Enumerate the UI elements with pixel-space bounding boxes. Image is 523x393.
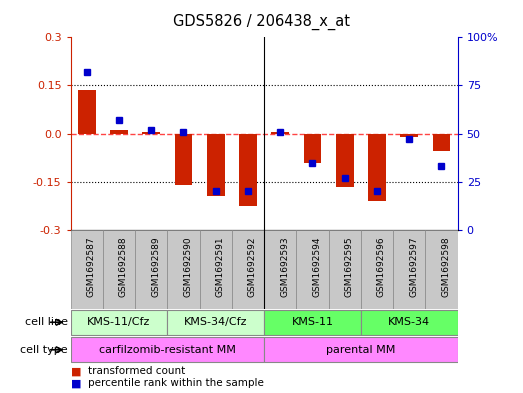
Bar [200, 230, 232, 309]
Text: cell type: cell type [20, 345, 68, 355]
Text: GSM1692593: GSM1692593 [280, 236, 289, 297]
Bar [433, 134, 450, 151]
Bar [71, 230, 103, 309]
Text: percentile rank within the sample: percentile rank within the sample [88, 378, 264, 388]
Text: GSM1692591: GSM1692591 [216, 236, 225, 297]
Bar [207, 134, 224, 196]
Text: GSM1692596: GSM1692596 [377, 236, 386, 297]
Text: parental MM: parental MM [326, 345, 395, 355]
Text: GSM1692587: GSM1692587 [87, 236, 96, 297]
Text: transformed count: transformed count [88, 367, 185, 376]
Bar [167, 310, 264, 334]
Text: KMS-34: KMS-34 [388, 317, 430, 327]
Text: GSM1692597: GSM1692597 [409, 236, 418, 297]
Bar [361, 230, 393, 309]
Text: GSM1692594: GSM1692594 [313, 236, 322, 297]
Text: cell line: cell line [25, 317, 68, 327]
Text: GSM1692595: GSM1692595 [345, 236, 354, 297]
Text: GSM1692598: GSM1692598 [441, 236, 450, 297]
Text: KMS-11: KMS-11 [291, 317, 334, 327]
Bar [71, 310, 167, 334]
Text: ■: ■ [71, 378, 81, 388]
Bar [361, 310, 458, 334]
Bar [103, 230, 135, 309]
Bar [393, 230, 425, 309]
Bar [271, 132, 289, 134]
Text: KMS-11/Cfz: KMS-11/Cfz [87, 317, 151, 327]
Bar [264, 337, 458, 362]
Text: GSM1692590: GSM1692590 [184, 236, 192, 297]
Bar [297, 230, 328, 309]
Bar [425, 230, 458, 309]
Bar [328, 230, 361, 309]
Text: GSM1692589: GSM1692589 [151, 236, 160, 297]
Text: ■: ■ [71, 367, 81, 376]
Bar [78, 90, 96, 134]
Bar [110, 130, 128, 134]
Bar [71, 337, 264, 362]
Text: carfilzomib-resistant MM: carfilzomib-resistant MM [99, 345, 236, 355]
Bar [135, 230, 167, 309]
Text: GSM1692588: GSM1692588 [119, 236, 128, 297]
Bar [336, 134, 354, 187]
Bar [401, 134, 418, 137]
Bar [175, 134, 192, 185]
Bar [232, 230, 264, 309]
Bar [142, 132, 160, 134]
Bar [264, 310, 361, 334]
Bar [167, 230, 200, 309]
Bar [368, 134, 386, 201]
Text: GDS5826 / 206438_x_at: GDS5826 / 206438_x_at [173, 14, 350, 30]
Bar [304, 134, 321, 162]
Bar [239, 134, 257, 206]
Text: KMS-34/Cfz: KMS-34/Cfz [184, 317, 247, 327]
Text: GSM1692592: GSM1692592 [248, 236, 257, 297]
Bar [264, 230, 297, 309]
